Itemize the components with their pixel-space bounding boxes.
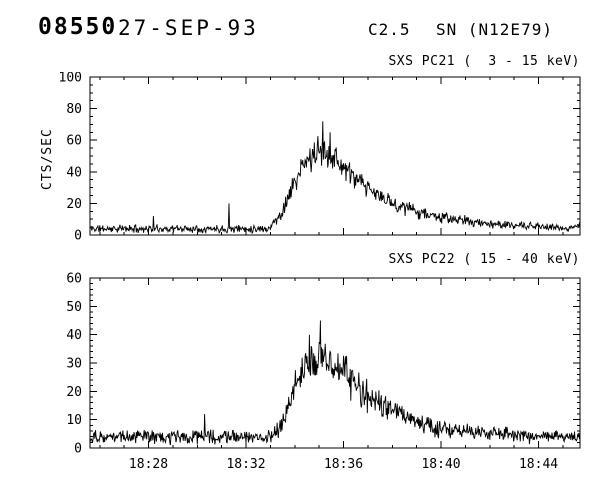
flare-location: SN (N12E79): [436, 20, 553, 39]
svg-text:40: 40: [66, 165, 82, 180]
svg-text:80: 80: [66, 102, 82, 117]
svg-text:18:40: 18:40: [421, 457, 460, 472]
chart-pc21: 0 20 40 60 80 100: [59, 72, 581, 244]
svg-text:10: 10: [66, 413, 82, 428]
svg-text:20: 20: [66, 197, 82, 212]
chart-pc21-title: SXS PC21 ( 3 - 15 keV): [388, 54, 580, 69]
svg-text:100: 100: [59, 72, 82, 86]
flare-date: 27-SEP-93: [118, 16, 259, 40]
goes-class: C2.5: [368, 20, 411, 39]
svg-text:20: 20: [66, 385, 82, 400]
svg-text:18:36: 18:36: [324, 457, 363, 472]
svg-text:60: 60: [66, 134, 82, 149]
chart-pc22: 0 10 20 30 40 50 60 18:28 18:32 18:36 18:40 18:44: [66, 272, 581, 472]
svg-text:60: 60: [66, 272, 82, 287]
svg-text:18:32: 18:32: [226, 457, 265, 472]
svg-text:18:44: 18:44: [519, 457, 558, 472]
svg-text:50: 50: [66, 300, 82, 315]
svg-text:30: 30: [66, 357, 82, 372]
svg-text:0: 0: [74, 442, 82, 457]
svg-text:18:28: 18:28: [129, 457, 168, 472]
flare-id: 08550: [38, 14, 118, 40]
chart-pc22-title: SXS PC22 ( 15 - 40 keV): [388, 252, 580, 267]
svg-text:40: 40: [66, 328, 82, 343]
svg-text:0: 0: [74, 229, 82, 244]
